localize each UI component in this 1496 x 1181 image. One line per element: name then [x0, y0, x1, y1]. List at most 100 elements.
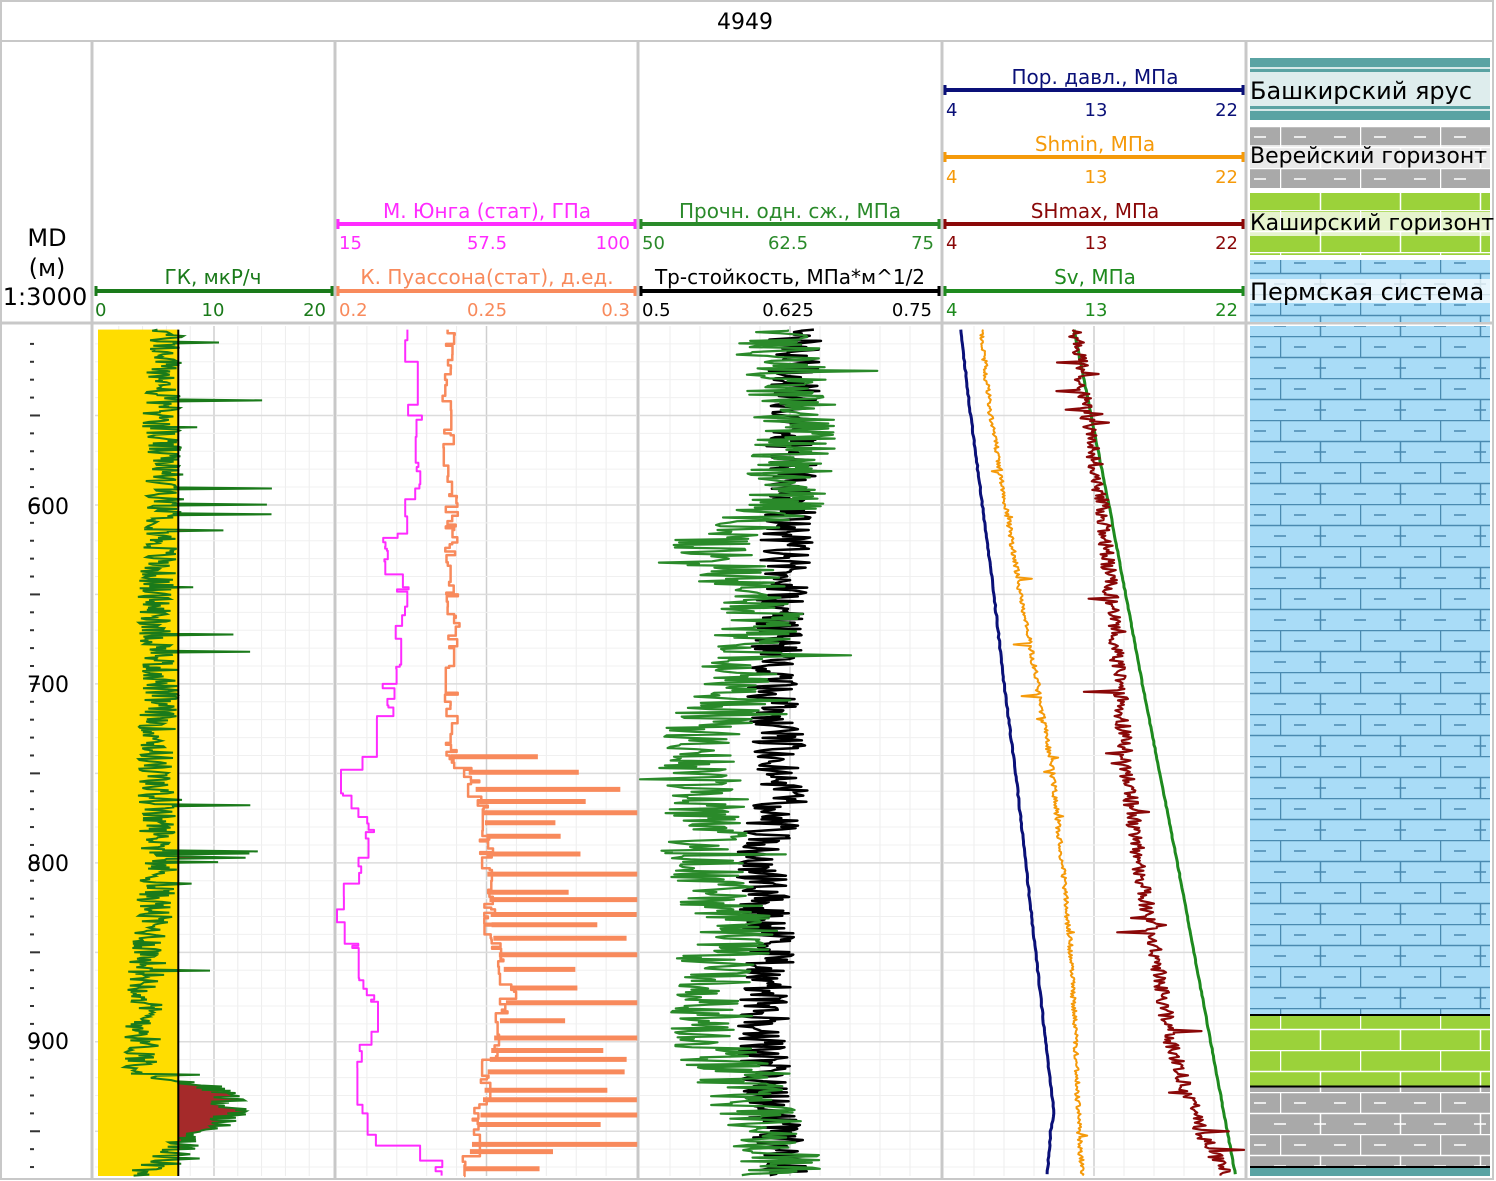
depth-tick-600: 600	[27, 495, 69, 520]
poisson-spike	[471, 1141, 638, 1147]
gk-tick-max: 20	[303, 300, 326, 321]
litho-interval-2	[1250, 1086, 1490, 1168]
kic-tick-max: 0.75	[891, 300, 932, 321]
poisson-spike	[487, 871, 638, 877]
poisson-spike	[484, 820, 556, 826]
ucs-curve-label: Прочн. одн. сж., МПа	[678, 199, 902, 223]
litho-legend-kashir: Каширский горизонт	[1250, 211, 1495, 236]
depth-scale-label: 1:3000	[2, 283, 88, 311]
poisson-tick-min: 0.2	[339, 300, 368, 321]
gk-shale-fill	[178, 329, 272, 1176]
poisson-spike	[487, 1069, 625, 1075]
legend-swatch-bashkir-band	[1250, 72, 1490, 106]
gk-curve-label: ГК, мкР/ч	[164, 265, 262, 289]
poisson-spike	[477, 1121, 601, 1127]
sv-curve	[1072, 329, 1237, 1175]
young-tick-max: 100	[595, 233, 630, 254]
shmax-curve-label: SHmax, МПа	[1030, 199, 1160, 223]
poisson-spike	[494, 1035, 638, 1041]
poisson-spike	[450, 754, 538, 760]
young-curve	[336, 329, 444, 1176]
poisson-spike	[491, 1047, 604, 1053]
poisson-spike	[468, 769, 579, 775]
poisson-spike	[484, 1087, 608, 1093]
litho-interval-3	[1250, 1167, 1490, 1176]
depth-unit-label: (м)	[28, 254, 66, 282]
poisson-tick-max: 0.3	[601, 300, 630, 321]
pore-tick-min: 4	[946, 100, 958, 121]
shmin-curve	[979, 329, 1089, 1177]
poisson-spike	[469, 1149, 553, 1155]
litho-legend-perm: Пермская система	[1250, 278, 1485, 306]
litho-interval-0	[1250, 326, 1490, 1015]
legend-swatch-bashkir-lines	[1250, 67, 1490, 111]
litho-interval-1	[1250, 1014, 1490, 1087]
pore-tick-max: 22	[1215, 100, 1238, 121]
shmax-tick-max: 22	[1215, 233, 1238, 254]
poisson-spike	[486, 833, 561, 839]
poisson-spike	[509, 985, 578, 991]
shmax-tick-mid: 13	[1084, 233, 1108, 254]
poisson-spike	[486, 851, 581, 857]
poisson-spike	[493, 935, 627, 941]
poisson-spike	[480, 1112, 638, 1118]
pore-curve-label: Пор. давл., МПа	[1011, 65, 1179, 89]
poisson-spike	[479, 799, 586, 805]
litho-legend-bashkir: Башкирский ярус	[1250, 77, 1473, 105]
litho-legend-verey: Верейский горизонт	[1250, 144, 1488, 169]
poisson-spike	[465, 1166, 540, 1172]
depth-tick-700: 700	[27, 673, 69, 698]
sv-tick-max: 22	[1215, 300, 1238, 321]
ucs-tick-min: 50	[642, 233, 665, 254]
ucs-curve	[638, 329, 879, 1177]
shmax-curve	[1055, 329, 1246, 1176]
shmax-tick-min: 4	[946, 233, 958, 254]
poisson-spike	[489, 1056, 627, 1062]
well-name: 4949	[717, 10, 773, 35]
poisson-spike	[503, 966, 576, 972]
young-tick-min: 15	[339, 233, 362, 254]
poisson-spike	[482, 810, 638, 816]
poisson-spike	[488, 889, 569, 895]
shmin-curve-label: Shmin, МПа	[1034, 132, 1156, 156]
legend-swatch-kashir-band	[1250, 212, 1490, 236]
poisson-spike	[482, 1097, 637, 1103]
depth-label: MD	[27, 224, 67, 252]
kic-curve-label: Тр-стойкость, МПа*м^1/2	[654, 265, 926, 289]
stress-grid	[944, 326, 1244, 1176]
sv-curve-label: Sv, МПа	[1054, 265, 1136, 289]
legend-swatch-verey-band	[1250, 145, 1490, 169]
young-curve-label: М. Юнга (стат), ГПа	[382, 199, 592, 223]
poisson-spike	[489, 897, 638, 903]
poisson-spike	[490, 911, 637, 917]
sv-tick-mid: 13	[1084, 300, 1108, 321]
shmin-tick-max: 22	[1215, 167, 1238, 188]
depth-tick-900: 900	[27, 1030, 69, 1055]
kic-tick-mid: 0.625	[762, 300, 814, 321]
pore-curve	[959, 329, 1056, 1175]
gk-curve	[120, 328, 272, 1177]
poisson-spike	[475, 786, 621, 792]
sv-tick-min: 4	[946, 300, 958, 321]
young-tick-mid: 57.5	[466, 233, 508, 254]
kic-tick-min: 0.5	[642, 300, 671, 321]
legend-swatch-perm-band	[1250, 279, 1490, 303]
gk-tick-mid: 10	[201, 300, 225, 321]
ucs-tick-mid: 62.5	[767, 233, 809, 254]
gk-tick-min: 0	[95, 300, 107, 321]
ucs-tick-max: 75	[911, 233, 934, 254]
shmin-tick-mid: 13	[1084, 167, 1108, 188]
poisson-spike	[498, 952, 638, 958]
poisson-spike	[499, 1018, 566, 1024]
poisson-tick-mid: 0.25	[466, 300, 508, 321]
poisson-spike	[505, 1000, 638, 1006]
poisson-spike	[491, 922, 598, 928]
shmin-tick-min: 4	[946, 167, 958, 188]
poisson-curve	[441, 329, 518, 1178]
depth-tick-800: 800	[27, 852, 69, 877]
pore-tick-mid: 13	[1084, 100, 1108, 121]
poisson-curve-label: К. Пуассона(стат), д.ед.	[360, 265, 614, 289]
